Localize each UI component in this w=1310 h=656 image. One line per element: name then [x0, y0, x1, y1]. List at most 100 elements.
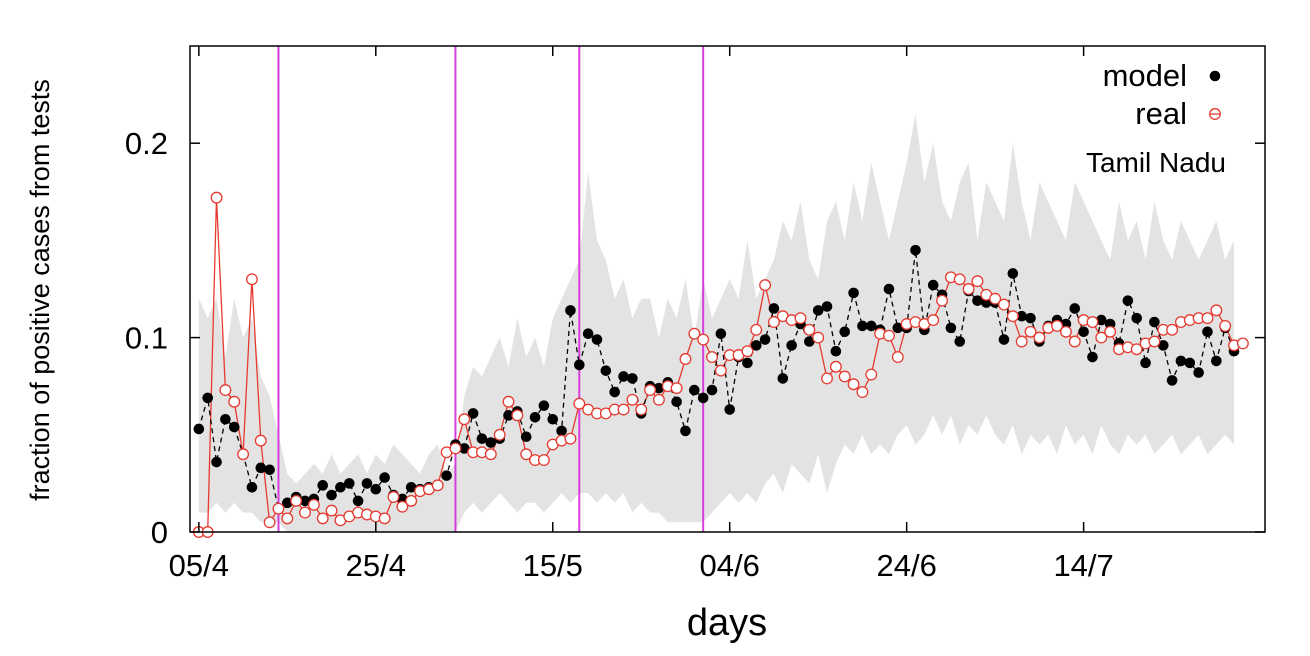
- model-point: [1193, 367, 1204, 378]
- model-point: [485, 437, 497, 448]
- real-point: [652, 393, 665, 406]
- model-point: [1202, 326, 1213, 338]
- model-point: [458, 443, 470, 454]
- model-point: [520, 431, 532, 443]
- model-point: [202, 392, 213, 404]
- real-point: [962, 283, 975, 295]
- real-point: [670, 382, 683, 395]
- model-point: [476, 433, 488, 444]
- model-point: [591, 334, 603, 345]
- real-point: [891, 351, 904, 363]
- model-point: [1211, 355, 1222, 367]
- model-point: [1149, 316, 1160, 328]
- real-point: [449, 442, 462, 455]
- model-point: [211, 456, 222, 468]
- model-point: [715, 328, 727, 340]
- model-point: [352, 495, 364, 507]
- model-point: [467, 408, 479, 419]
- real-point: [936, 294, 949, 307]
- real-point: [325, 504, 338, 517]
- model-point: [228, 421, 240, 433]
- model-point: [220, 413, 231, 425]
- x-axis-label: days: [687, 602, 767, 644]
- model-point: [441, 470, 452, 481]
- real-point: [741, 345, 754, 358]
- y-tick-label: 0: [151, 515, 168, 550]
- y-axis-label: fraction of positive cases from tests: [25, 79, 55, 501]
- real-point: [290, 494, 303, 507]
- real-point: [520, 448, 533, 461]
- model-point: [335, 481, 346, 493]
- model-point: [910, 244, 921, 256]
- x-tick-label: 15/5: [523, 548, 583, 583]
- model-point: [529, 412, 541, 423]
- x-axis: 05/4 25/4 15/5 04/6 24/6 14/7: [169, 46, 1114, 583]
- model-point: [405, 481, 417, 493]
- real-point: [803, 323, 816, 336]
- real-point: [714, 364, 727, 377]
- model-point: [812, 305, 824, 316]
- model-point: [193, 423, 205, 435]
- model-point: [627, 373, 638, 384]
- model-point: [609, 386, 620, 398]
- real-point: [883, 329, 895, 342]
- real-point: [254, 434, 267, 447]
- real-point: [493, 428, 506, 441]
- real-point: [307, 498, 320, 511]
- model-point: [1078, 326, 1089, 338]
- real-point: [1006, 310, 1019, 323]
- model-point: [1096, 314, 1107, 326]
- model-point: [1087, 351, 1098, 363]
- legend-marker-model: [1209, 70, 1221, 82]
- model-point: [883, 283, 895, 295]
- real-point: [1051, 319, 1064, 332]
- model-point: [1140, 357, 1151, 369]
- model-point: [689, 384, 700, 396]
- model-point: [556, 425, 567, 437]
- real-point: [1024, 325, 1037, 338]
- model-point: [1025, 312, 1036, 324]
- model-point: [1131, 312, 1143, 324]
- legend-label-real: real: [1135, 96, 1187, 131]
- real-point: [1095, 331, 1108, 344]
- model-point: [326, 489, 337, 501]
- real-point: [378, 512, 391, 525]
- legend: model real: [1103, 58, 1221, 131]
- real-point: [953, 273, 966, 286]
- real-point: [502, 395, 515, 408]
- model-point: [1157, 340, 1169, 351]
- y-axis: 0 0.1 0.2: [125, 126, 1265, 550]
- model-point: [865, 320, 877, 332]
- model-point: [697, 392, 709, 404]
- model-point: [857, 320, 868, 332]
- model-point: [927, 279, 939, 291]
- model-point: [1122, 295, 1134, 306]
- model-point: [653, 382, 665, 394]
- model-point: [582, 328, 594, 340]
- real-point: [998, 298, 1010, 311]
- real-point: [484, 448, 497, 461]
- band-area: [198, 114, 1234, 532]
- real-point: [829, 360, 842, 373]
- model-point: [821, 301, 833, 312]
- real-point: [1068, 335, 1081, 348]
- real-point: [768, 316, 780, 328]
- real-point: [1033, 331, 1046, 344]
- model-point: [1184, 357, 1196, 369]
- real-point: [431, 479, 444, 492]
- real-point: [927, 314, 940, 327]
- real-point: [1166, 323, 1179, 336]
- real-point: [219, 384, 232, 397]
- legend-symbols: [1209, 70, 1221, 120]
- x-tick-label: 25/4: [346, 548, 406, 583]
- real-point: [1201, 312, 1214, 325]
- real-point: [405, 494, 418, 507]
- model-point: [282, 497, 293, 509]
- real-point: [750, 323, 763, 336]
- real-point: [272, 502, 285, 515]
- model-point: [742, 357, 753, 369]
- real-point: [387, 491, 400, 503]
- real-point: [1015, 335, 1028, 348]
- y-tick-label: 0.1: [125, 321, 168, 356]
